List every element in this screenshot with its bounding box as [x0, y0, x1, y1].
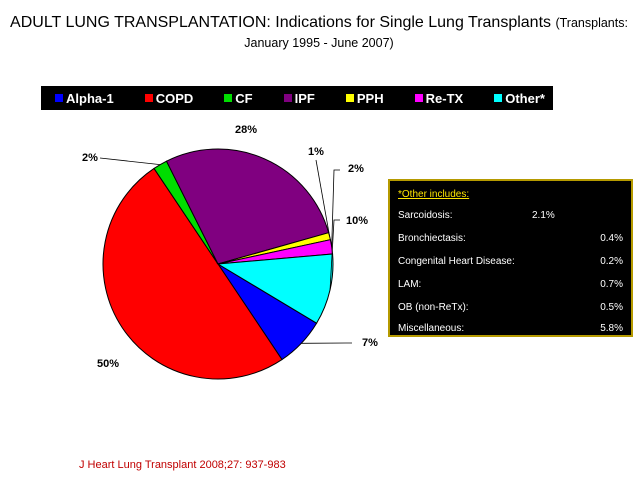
data-label-re-tx: 2% — [348, 163, 364, 175]
other-row-value: 0.5% — [600, 302, 623, 313]
legend-item-re-tx: Re-TX — [414, 90, 464, 106]
legend-swatch-alpha-1 — [55, 94, 63, 102]
legend-item-cf: CF — [224, 90, 253, 106]
legend-label-cf: CF — [235, 90, 253, 106]
title-main: ADULT LUNG TRANSPLANTATION: Indications … — [10, 14, 552, 31]
data-label-pph: 1% — [308, 146, 324, 158]
legend-item-pph: PPH — [345, 90, 384, 106]
legend-item-ipf: IPF — [283, 90, 315, 106]
other-row-value: 0.7% — [600, 279, 623, 290]
chart-legend: Alpha-1 COPD CF IPF PPH Re-TX Other* — [41, 86, 553, 110]
legend-swatch-cf — [224, 94, 233, 102]
other-row-name: Bronchiectasis: — [398, 233, 466, 244]
pie-slice-ipf — [165, 148, 330, 265]
other-row-congenital-heart-disease: Congenital Heart Disease: 0.2% — [398, 256, 623, 270]
data-label-alpha-1: 7% — [362, 337, 378, 349]
other-row-ob-non-retx: OB (non-ReTx): 0.5% — [398, 302, 623, 316]
legend-label-copd: COPD — [155, 90, 194, 106]
legend-label-alpha-1: Alpha-1 — [66, 90, 114, 106]
chart-title: ADULT LUNG TRANSPLANTATION: Indications … — [0, 14, 638, 50]
leader-line-cf — [99, 157, 161, 166]
data-label-other: 10% — [346, 215, 368, 227]
other-row-value: 2.1% — [532, 210, 555, 221]
leader-line-other — [329, 219, 340, 290]
other-row-name: Congenital Heart Disease: — [398, 256, 515, 267]
legend-swatch-ipf — [283, 94, 292, 102]
other-row-bronchiectasis: Bronchiectasis: 0.4% — [398, 233, 623, 247]
other-includes-box: *Other includes: Sarcoidosis: 2.1% Bronc… — [388, 179, 633, 337]
pie-slice-copd — [102, 167, 283, 380]
legend-item-alpha-1: Alpha-1 — [55, 91, 114, 106]
data-label-cf: 2% — [82, 152, 98, 164]
other-row-lam: LAM: 0.7% — [398, 279, 623, 293]
leader-line-pph — [315, 159, 330, 237]
other-row-name: LAM: — [398, 279, 422, 290]
data-label-ipf: 28% — [235, 124, 257, 136]
legend-item-copd: COPD — [144, 90, 194, 106]
other-row-value: 0.2% — [600, 256, 623, 267]
legend-swatch-other — [494, 94, 503, 102]
legend-label-pph: PPH — [356, 90, 384, 106]
legend-label-other: Other* — [505, 90, 545, 106]
legend-label-re-tx: Re-TX — [425, 90, 464, 106]
legend-swatch-re-tx — [414, 94, 423, 102]
other-row-name: Miscellaneous: — [398, 323, 465, 334]
data-label-copd: 50% — [97, 358, 119, 370]
title-subtitle-part1: (Transplants: — [555, 16, 628, 30]
legend-item-other: Other* — [494, 91, 545, 106]
legend-label-ipf: IPF — [294, 90, 315, 106]
other-row-value: 0.4% — [600, 233, 623, 244]
legend-swatch-pph — [345, 94, 354, 102]
legend-swatch-copd — [144, 94, 153, 102]
citation: J Heart Lung Transplant 2008;27: 937-983 — [79, 459, 286, 471]
other-row-value: 5.8% — [600, 323, 623, 334]
other-row-name: Sarcoidosis: — [398, 210, 453, 221]
other-includes-heading: *Other includes: — [398, 189, 470, 200]
leader-line-re-tx — [331, 169, 340, 247]
title-subtitle-part2: January 1995 - June 2007) — [244, 36, 394, 50]
other-row-sarcoidosis: Sarcoidosis: 2.1% — [398, 210, 623, 224]
other-row-name: OB (non-ReTx): — [398, 302, 469, 313]
other-row-miscellaneous: Miscellaneous: 5.8% — [398, 323, 623, 337]
